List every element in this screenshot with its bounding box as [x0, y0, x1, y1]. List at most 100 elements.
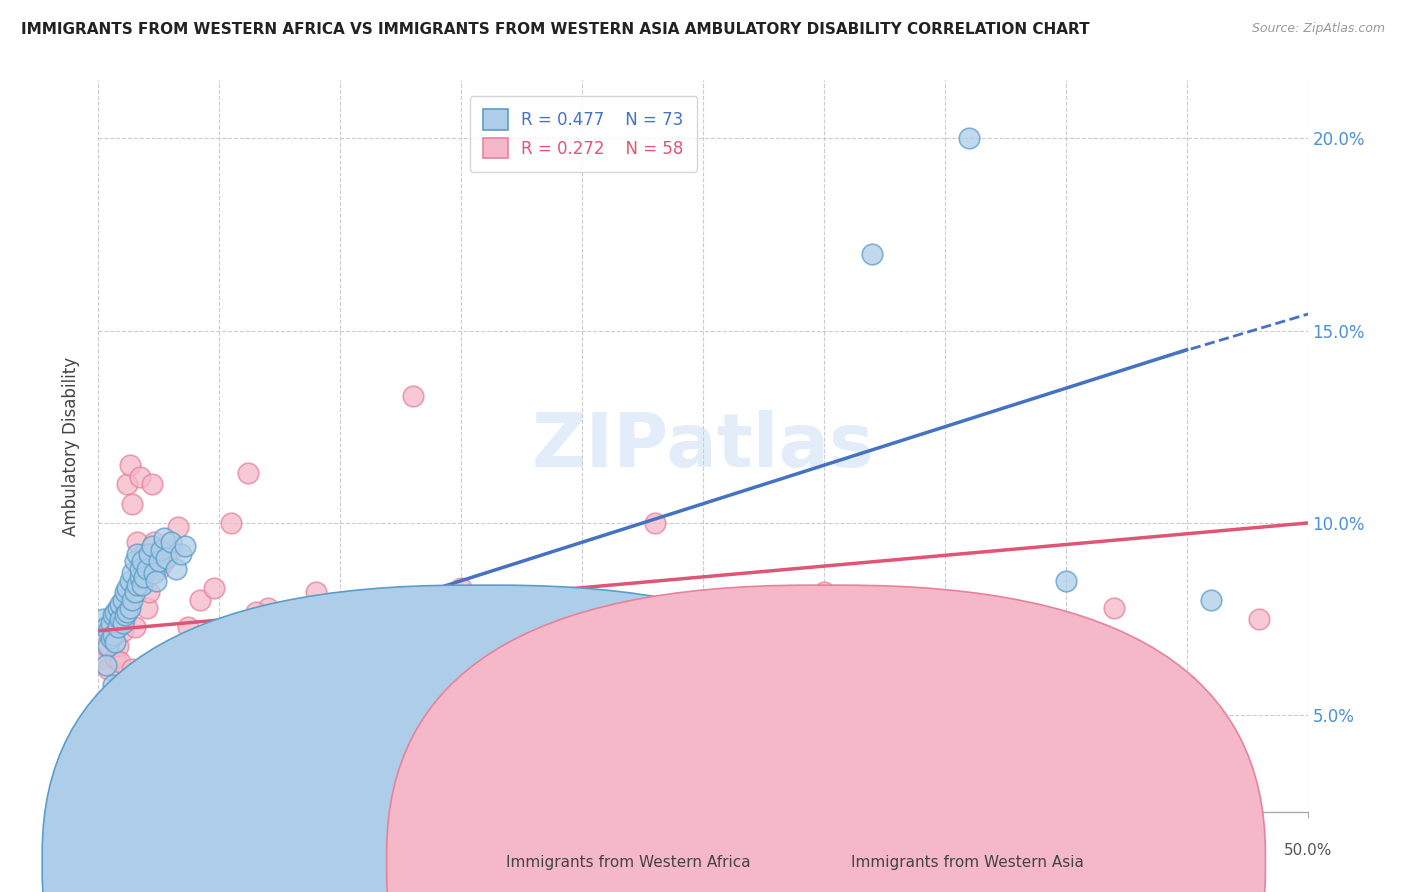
Point [111, 616, 134, 631]
Point [160, 535, 183, 549]
Point [117, 605, 139, 619]
Point [232, 632, 254, 646]
Text: Immigrants from Western Asia: Immigrants from Western Asia [851, 855, 1084, 870]
Point [121, 662, 143, 676]
Point [366, 600, 388, 615]
Point [127, 678, 149, 692]
Point [188, 593, 211, 607]
Point [353, 605, 375, 619]
Point [281, 643, 304, 657]
Point [184, 650, 207, 665]
Point [104, 605, 127, 619]
Point [167, 520, 190, 534]
Text: 0.0%: 0.0% [79, 843, 118, 857]
Point [141, 539, 163, 553]
Point [245, 605, 267, 619]
Point [143, 566, 166, 580]
Point [184, 639, 207, 653]
Point [1249, 612, 1271, 626]
Point [121, 566, 143, 580]
Point [1128, 650, 1150, 665]
Point [155, 550, 177, 565]
Point [165, 562, 187, 576]
Point [238, 466, 260, 480]
Point [101, 624, 124, 638]
Point [128, 470, 150, 484]
Point [329, 616, 352, 631]
Point [148, 562, 170, 576]
Text: Source: ZipAtlas.com: Source: ZipAtlas.com [1251, 22, 1385, 36]
Point [134, 547, 156, 561]
Point [111, 593, 134, 607]
Point [100, 616, 122, 631]
Point [135, 562, 157, 576]
Y-axis label: Ambulatory Disability: Ambulatory Disability [62, 357, 80, 535]
Point [127, 547, 149, 561]
Point [134, 570, 156, 584]
Point [450, 632, 472, 646]
Point [108, 597, 131, 611]
Point [108, 612, 131, 626]
Point [450, 582, 472, 596]
Point [910, 616, 932, 631]
Text: Immigrants from Western Africa: Immigrants from Western Africa [506, 855, 751, 870]
Point [104, 635, 127, 649]
Point [305, 585, 328, 599]
Point [131, 574, 153, 588]
Point [138, 585, 160, 599]
Point [128, 562, 150, 576]
Point [208, 658, 231, 673]
Point [91, 612, 114, 626]
Point [305, 620, 328, 634]
Point [150, 670, 173, 684]
Point [177, 620, 200, 634]
Point [108, 708, 131, 723]
Point [117, 477, 139, 491]
Point [204, 582, 226, 596]
Point [195, 632, 218, 646]
Point [121, 497, 143, 511]
Point [114, 612, 136, 626]
Point [245, 639, 267, 653]
Point [281, 605, 304, 619]
Point [97, 662, 120, 676]
Point [165, 650, 187, 665]
Point [138, 547, 160, 561]
Point [100, 632, 122, 646]
Point [128, 570, 150, 584]
Point [221, 516, 243, 530]
Point [1199, 593, 1222, 607]
Point [124, 585, 146, 599]
Point [716, 612, 738, 626]
Point [716, 616, 738, 631]
Point [402, 605, 425, 619]
Point [402, 389, 425, 403]
Point [131, 577, 153, 591]
Point [1007, 632, 1029, 646]
Point [644, 635, 666, 649]
Point [789, 624, 811, 638]
Point [97, 624, 120, 638]
Point [135, 600, 157, 615]
Point [101, 608, 124, 623]
Point [94, 620, 117, 634]
Point [101, 678, 124, 692]
Point [292, 716, 315, 731]
Point [127, 535, 149, 549]
Point [498, 612, 520, 626]
Point [91, 650, 114, 665]
Point [143, 535, 166, 549]
Point [208, 658, 231, 673]
Point [118, 574, 141, 588]
Point [141, 477, 163, 491]
Point [813, 585, 835, 599]
Point [1054, 574, 1077, 588]
Point [107, 600, 129, 615]
Point [104, 650, 127, 665]
Point [131, 554, 153, 568]
Point [121, 593, 143, 607]
Legend: R = 0.477    N = 73, R = 0.272    N = 58: R = 0.477 N = 73, R = 0.272 N = 58 [470, 96, 697, 171]
Point [127, 577, 149, 591]
Point [108, 655, 131, 669]
Point [131, 690, 153, 704]
